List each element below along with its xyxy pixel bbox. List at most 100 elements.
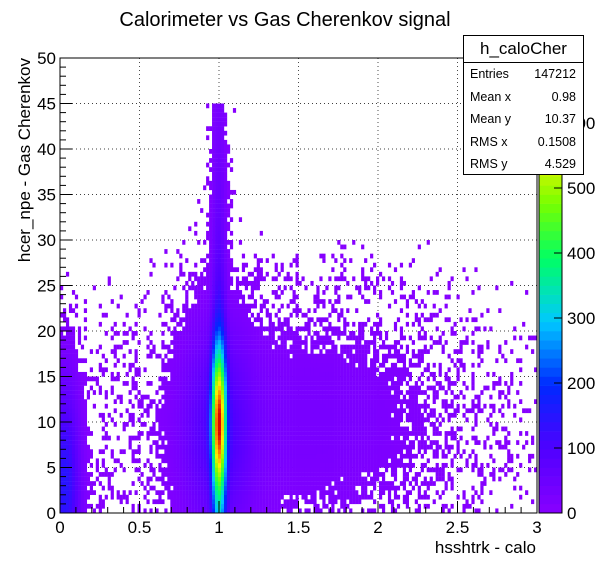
heatmap-cell xyxy=(304,371,308,377)
heatmap-cell xyxy=(378,399,383,404)
heatmap-cell xyxy=(378,485,383,491)
heatmap-cell xyxy=(134,331,138,336)
heatmap-cell xyxy=(60,481,64,486)
heatmap-cell xyxy=(289,503,293,509)
heatmap-cell xyxy=(232,326,237,332)
heatmap-cell xyxy=(194,444,198,450)
heatmap-cell xyxy=(164,308,168,313)
heatmap-cell xyxy=(256,258,260,263)
heatmap-cell xyxy=(212,381,216,386)
heatmap-cell xyxy=(277,449,281,455)
heatmap-cell xyxy=(173,462,177,468)
heatmap-cell xyxy=(393,326,398,332)
heatmap-cell xyxy=(262,385,266,391)
heatmap-cell xyxy=(244,285,249,291)
heatmap-cell xyxy=(387,431,392,436)
heatmap-cell xyxy=(220,162,225,168)
heatmap-cell xyxy=(307,358,311,364)
heatmap-cell xyxy=(313,444,317,450)
heatmap-cell xyxy=(104,467,108,473)
heatmap-cell xyxy=(238,490,243,495)
heatmap-cell xyxy=(113,344,117,350)
heatmap-cell xyxy=(340,381,344,386)
heatmap-cell xyxy=(477,399,481,404)
heatmap-cell xyxy=(337,458,341,464)
heatmap-cell xyxy=(313,358,317,364)
heatmap-cell xyxy=(176,321,180,327)
heatmap-cell xyxy=(179,267,183,273)
heatmap-cell xyxy=(188,285,192,291)
heatmap-cell xyxy=(295,494,299,500)
heatmap-cell xyxy=(188,326,192,332)
heatmap-cell xyxy=(220,349,225,354)
heatmap-cell xyxy=(209,426,213,432)
heatmap-cell xyxy=(355,472,359,477)
heatmap-cell xyxy=(223,158,228,163)
heatmap-cell xyxy=(393,458,398,464)
heatmap-cell xyxy=(226,203,231,209)
heatmap-cell xyxy=(128,390,132,395)
heatmap-cell xyxy=(122,381,126,386)
heatmap-cell xyxy=(170,431,174,436)
heatmap-cell xyxy=(295,422,299,427)
heatmap-cell xyxy=(358,472,362,477)
heatmap-cell xyxy=(158,444,162,450)
heatmap-cell xyxy=(447,476,451,482)
heatmap-cell xyxy=(435,467,439,473)
heatmap-cell xyxy=(441,349,445,354)
heatmap-cell xyxy=(432,440,436,445)
heatmap-cell xyxy=(325,349,329,354)
heatmap-cell xyxy=(340,431,344,436)
heatmap-cell xyxy=(265,408,269,414)
heatmap-cell xyxy=(223,230,228,236)
heatmap-cell xyxy=(83,499,88,505)
heatmap-cell xyxy=(349,381,353,386)
heatmap-cell xyxy=(432,422,436,427)
heatmap-cell xyxy=(226,262,231,268)
heatmap-cell xyxy=(60,485,64,491)
heatmap-cell xyxy=(80,490,85,495)
heatmap-cell xyxy=(340,481,344,486)
heatmap-cell xyxy=(393,467,398,473)
heatmap-cell xyxy=(313,449,317,455)
heatmap-cell xyxy=(453,362,457,368)
heatmap-cell xyxy=(179,449,183,455)
heatmap-cell xyxy=(355,335,359,341)
heatmap-cell xyxy=(95,476,99,482)
heatmap-cell xyxy=(417,485,421,491)
heatmap-cell xyxy=(65,472,70,477)
heatmap-cell xyxy=(206,458,210,464)
heatmap-cell xyxy=(218,121,222,127)
heatmap-cell xyxy=(390,367,395,373)
heatmap-cell xyxy=(179,508,183,514)
heatmap-cell xyxy=(271,440,275,445)
heatmap-cell xyxy=(405,431,410,436)
heatmap-cell xyxy=(223,449,228,455)
heatmap-cell xyxy=(62,494,67,500)
heatmap-cell xyxy=(238,371,243,377)
heatmap-cell xyxy=(241,353,246,359)
heatmap-cell xyxy=(149,381,153,386)
heatmap-cell xyxy=(292,485,296,491)
heatmap-cell xyxy=(173,385,177,391)
heatmap-cell xyxy=(286,435,290,441)
heatmap-cell xyxy=(310,385,314,391)
heatmap-cell xyxy=(343,481,347,486)
heatmap-cell xyxy=(122,353,126,359)
heatmap-cell xyxy=(349,344,353,350)
heatmap-cell xyxy=(247,417,251,423)
heatmap-cell xyxy=(194,494,198,500)
heatmap-cell xyxy=(176,440,180,445)
heatmap-cell xyxy=(203,453,207,459)
heatmap-cell xyxy=(384,431,389,436)
heatmap-cell xyxy=(286,394,290,400)
heatmap-cell xyxy=(367,344,371,350)
heatmap-cell xyxy=(271,390,275,395)
heatmap-cell xyxy=(215,326,219,332)
heatmap-cell xyxy=(146,481,150,486)
heatmap-cell xyxy=(313,485,317,491)
heatmap-cell xyxy=(256,285,260,291)
heatmap-cell xyxy=(68,399,73,404)
heatmap-cell xyxy=(185,353,189,359)
heatmap-cell xyxy=(370,476,374,482)
